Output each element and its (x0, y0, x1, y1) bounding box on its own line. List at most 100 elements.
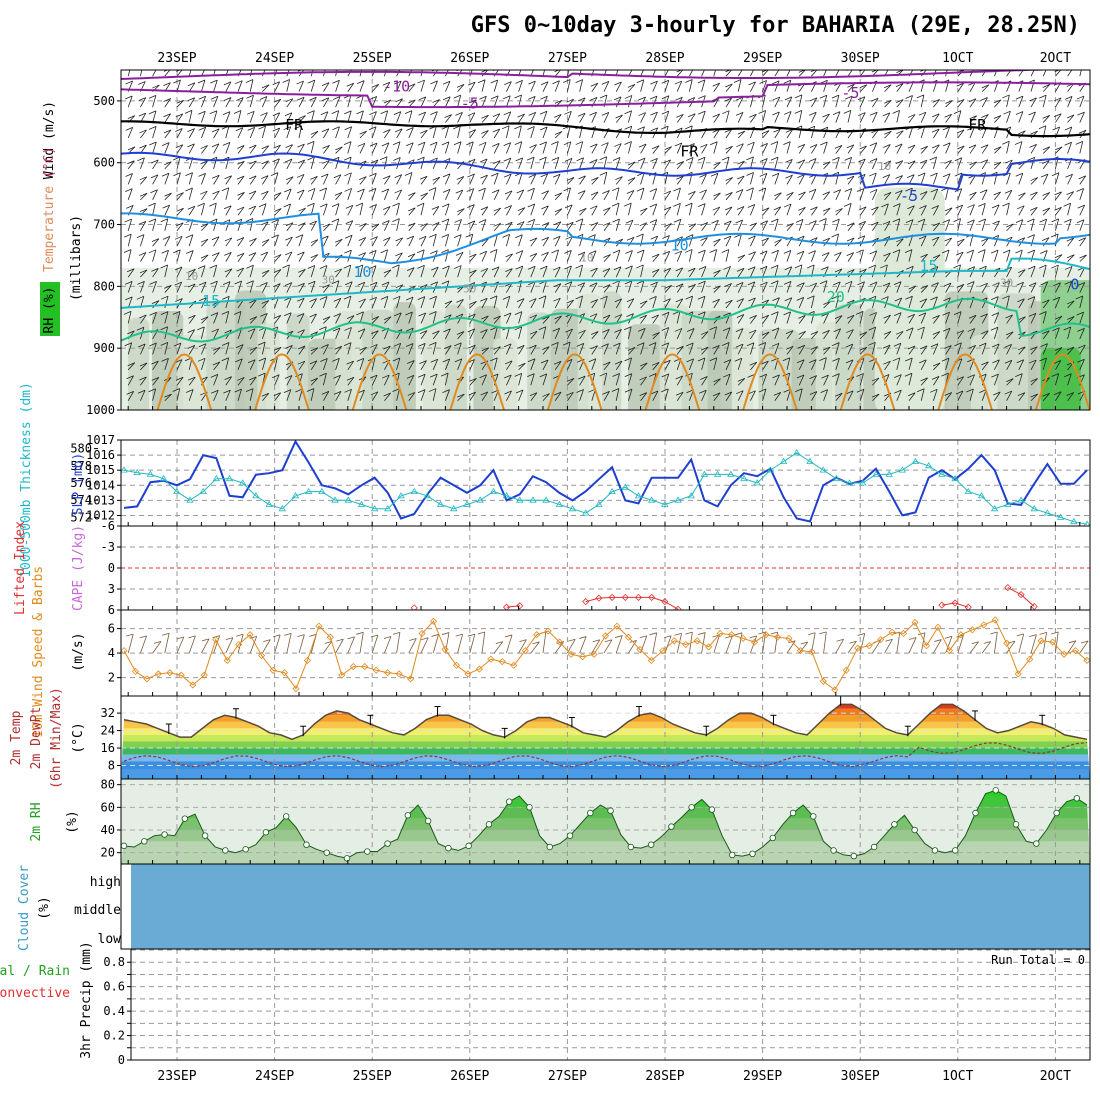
wind-barb (676, 267, 684, 278)
wind-barb-flag (942, 327, 951, 332)
wind-barb (628, 161, 636, 170)
wind-barb-flag (480, 206, 489, 211)
wind-barb (823, 191, 831, 201)
wind-barb (274, 99, 282, 108)
wind10m-point (487, 655, 495, 663)
wind-barb (1055, 146, 1063, 154)
wind-barb-flag (222, 142, 231, 146)
wind-barb-flag (783, 111, 792, 115)
wind-barb (823, 141, 828, 154)
wind-barb (335, 157, 340, 170)
wind-barb-flag (224, 268, 232, 273)
wind-barb (750, 266, 756, 278)
wind-barb-flag (542, 346, 550, 350)
temp2m-axis-labels: 2m Temp 2m DewPt (6hr Min/Max) (°C) (9, 687, 86, 789)
wind-barb-flag (893, 312, 902, 317)
wind-barb-flag (539, 110, 548, 115)
date-label-bottom: 29SEP (743, 1069, 782, 1084)
wind-barb (298, 80, 304, 92)
wind-barb-flag (945, 100, 953, 104)
wind-barb (798, 94, 803, 108)
wind-barb-flag (663, 66, 670, 69)
wind10m-barb (615, 635, 623, 654)
wind-barb-flag (782, 372, 790, 377)
wind-barb-flag (771, 311, 779, 316)
wind-barb (920, 298, 928, 309)
wind-barb-flag (736, 390, 744, 395)
wind-barb (323, 296, 328, 309)
wind-barb (457, 189, 464, 201)
wind-barb-flag (712, 82, 720, 87)
wind-barb-flag (968, 98, 977, 103)
li-line (941, 602, 969, 608)
thickness-point (779, 457, 788, 464)
wind-barb-flag (273, 269, 282, 273)
wind-barb (750, 204, 756, 216)
contour-label: -5 (841, 84, 859, 102)
wind-barb (188, 283, 196, 293)
wind-barb-flag (417, 79, 425, 84)
wind-barb (176, 100, 184, 108)
wind-barb (1030, 70, 1035, 77)
wind-barb (811, 311, 815, 324)
wind-barb (237, 344, 244, 355)
wind-barb (347, 205, 354, 216)
wind-barb (774, 111, 780, 123)
wind-barb (249, 111, 255, 123)
wind-barb-flag (455, 251, 464, 256)
wind-barb (554, 174, 561, 185)
wind-barb (689, 234, 694, 247)
rh-blob (731, 327, 754, 410)
wind-barb-flag (468, 313, 476, 318)
wind10m-point (395, 670, 403, 678)
wind-barb-flag (249, 160, 257, 165)
wind-barb-flag (675, 236, 683, 241)
wind-barb (249, 144, 257, 154)
wind-barb (640, 314, 647, 324)
wind-barb-flag (442, 80, 451, 85)
wind-barb-flag (187, 283, 196, 288)
wind-barb (481, 114, 489, 123)
wind-barb (323, 82, 330, 92)
thickness-point (212, 474, 221, 482)
wind-barb-flag (515, 157, 523, 162)
wind-barb-flag (136, 326, 145, 331)
wind-barb-flag (892, 249, 901, 254)
wind-barb (493, 143, 500, 154)
wind-barb-flag (343, 295, 352, 300)
wind-barb-flag (408, 99, 416, 104)
wind-barb-flag (503, 111, 511, 116)
wind-barb (798, 125, 803, 139)
wind-barb (127, 311, 132, 324)
wind-barb-flag (370, 159, 379, 164)
wind-barb (786, 223, 794, 231)
contour-label: 15 (202, 292, 220, 310)
wind-barb-flag (844, 280, 853, 285)
wind-barb-flag (930, 296, 938, 301)
wind-barb-flag (514, 326, 522, 331)
wind-barb (1067, 300, 1075, 309)
wind-barb-flag (1067, 316, 1075, 320)
wind-barb (957, 238, 965, 247)
wind-barb-flag (684, 249, 693, 253)
wind-barb-flag (162, 236, 171, 240)
wind-barb-flag (868, 326, 876, 331)
wind-barb-flag (297, 159, 305, 164)
wind-barb (371, 84, 379, 92)
wind-barb-flag (844, 157, 852, 161)
wind-barb-flag (688, 113, 696, 118)
wind-barb-flag (956, 376, 964, 381)
wind-barb-flag (1078, 237, 1086, 242)
wind-barb-flag (285, 176, 294, 181)
wind10m-barb (664, 635, 672, 654)
wind-barb (237, 160, 245, 170)
wind-barb (859, 347, 868, 355)
wind-barb (445, 189, 451, 200)
wind-barb-flag (809, 111, 817, 116)
wind-barb (957, 188, 963, 200)
wind-barb-flag (209, 202, 217, 207)
wind10m-point (716, 629, 724, 638)
wind-barb (310, 313, 317, 324)
wind-barb-flag (515, 265, 523, 270)
wind-barb-flag (761, 207, 770, 212)
